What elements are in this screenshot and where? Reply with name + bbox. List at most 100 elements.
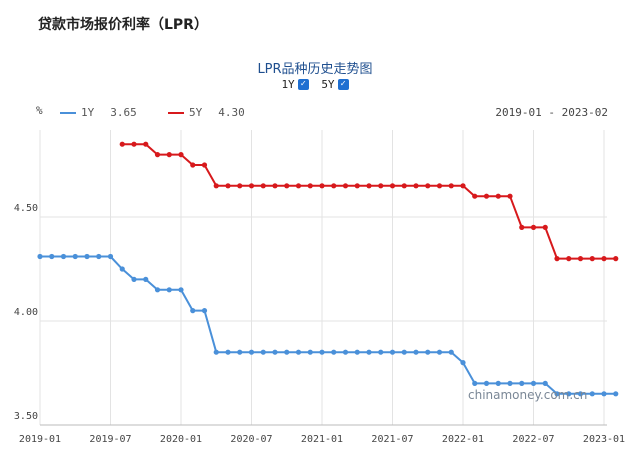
data-point-5y[interactable] — [401, 183, 407, 189]
legend-5y-swatch — [168, 111, 184, 114]
data-point-5y[interactable] — [190, 162, 196, 168]
data-point-1y[interactable] — [84, 253, 90, 260]
data-point-1y[interactable] — [448, 349, 454, 355]
data-point-1y[interactable] — [542, 380, 548, 386]
data-point-5y[interactable] — [472, 193, 478, 199]
data-point-5y[interactable] — [342, 183, 349, 189]
data-point-1y[interactable] — [272, 349, 278, 355]
data-point-5y[interactable] — [225, 183, 231, 189]
data-point-1y[interactable] — [72, 253, 78, 260]
toggle-1y[interactable]: 1Y ✓ — [281, 78, 309, 91]
data-point-5y[interactable] — [507, 193, 513, 199]
data-point-1y[interactable] — [378, 349, 384, 355]
data-point-1y[interactable] — [96, 253, 102, 260]
checkbox-checked-icon[interactable]: ✓ — [297, 79, 309, 90]
data-point-5y[interactable] — [601, 256, 607, 262]
data-point-5y[interactable] — [436, 183, 443, 189]
data-point-1y[interactable] — [519, 380, 525, 386]
data-point-5y[interactable] — [613, 256, 619, 262]
data-point-1y[interactable] — [143, 276, 149, 282]
data-point-1y[interactable] — [190, 308, 196, 314]
data-point-1y[interactable] — [154, 287, 161, 293]
data-point-1y[interactable] — [213, 349, 219, 355]
data-point-5y[interactable] — [366, 183, 372, 189]
data-point-1y[interactable] — [201, 308, 208, 314]
data-point-1y[interactable] — [436, 349, 443, 355]
data-point-5y[interactable] — [119, 141, 125, 147]
legend-1y[interactable]: 1Y 3.65 — [60, 106, 137, 119]
data-point-5y[interactable] — [143, 141, 149, 147]
data-point-5y[interactable] — [389, 183, 396, 189]
data-point-5y[interactable] — [460, 183, 466, 189]
data-point-5y[interactable] — [378, 183, 384, 189]
data-point-5y[interactable] — [530, 224, 537, 230]
data-point-5y[interactable] — [307, 183, 313, 189]
data-point-5y[interactable] — [213, 183, 219, 189]
data-point-1y[interactable] — [601, 391, 607, 397]
data-point-1y[interactable] — [331, 349, 337, 355]
data-point-5y[interactable] — [425, 183, 431, 189]
data-point-1y[interactable] — [260, 349, 266, 355]
legend-5y[interactable]: 5Y 4.30 — [168, 106, 245, 119]
data-point-1y[interactable] — [107, 253, 114, 260]
data-point-1y[interactable] — [37, 253, 43, 260]
data-point-1y[interactable] — [49, 253, 55, 260]
data-point-1y[interactable] — [354, 349, 360, 355]
data-point-5y[interactable] — [483, 193, 490, 199]
data-point-5y[interactable] — [295, 183, 302, 189]
data-point-1y[interactable] — [413, 349, 419, 355]
data-point-5y[interactable] — [542, 224, 548, 230]
data-point-1y[interactable] — [425, 349, 431, 355]
data-point-5y[interactable] — [154, 152, 161, 158]
data-point-5y[interactable] — [166, 152, 172, 158]
data-point-1y[interactable] — [401, 349, 407, 355]
data-point-5y[interactable] — [331, 183, 337, 189]
data-point-1y[interactable] — [389, 349, 396, 355]
data-point-1y[interactable] — [530, 380, 537, 386]
data-point-5y[interactable] — [495, 193, 501, 199]
data-point-1y[interactable] — [225, 349, 231, 355]
data-point-5y[interactable] — [248, 183, 255, 189]
data-point-5y[interactable] — [519, 224, 525, 230]
data-point-1y[interactable] — [319, 349, 325, 355]
data-point-5y[interactable] — [319, 183, 325, 189]
data-point-5y[interactable] — [577, 256, 584, 262]
data-point-1y[interactable] — [237, 349, 243, 355]
data-point-5y[interactable] — [554, 256, 560, 262]
data-point-1y[interactable] — [472, 380, 478, 386]
data-point-5y[interactable] — [260, 183, 266, 189]
data-point-1y[interactable] — [554, 391, 560, 397]
data-point-5y[interactable] — [589, 256, 595, 262]
data-point-1y[interactable] — [342, 349, 349, 355]
data-point-1y[interactable] — [566, 391, 572, 397]
data-point-1y[interactable] — [507, 380, 513, 386]
data-point-1y[interactable] — [483, 380, 490, 386]
toggle-5y[interactable]: 5Y ✓ — [321, 78, 349, 91]
data-point-5y[interactable] — [178, 152, 184, 158]
data-point-1y[interactable] — [131, 276, 137, 282]
data-point-1y[interactable] — [495, 380, 501, 386]
data-point-5y[interactable] — [566, 256, 572, 262]
data-point-1y[interactable] — [613, 391, 619, 397]
checkbox-checked-icon[interactable]: ✓ — [337, 79, 349, 90]
data-point-1y[interactable] — [295, 349, 302, 355]
data-point-5y[interactable] — [201, 162, 208, 168]
data-point-5y[interactable] — [237, 183, 243, 189]
data-point-1y[interactable] — [178, 287, 184, 293]
data-point-5y[interactable] — [448, 183, 454, 189]
data-point-1y[interactable] — [284, 349, 290, 355]
data-point-1y[interactable] — [60, 253, 67, 260]
data-point-5y[interactable] — [354, 183, 360, 189]
data-point-1y[interactable] — [166, 287, 172, 293]
data-point-1y[interactable] — [248, 349, 255, 355]
data-point-5y[interactable] — [131, 141, 137, 147]
data-point-5y[interactable] — [284, 183, 290, 189]
data-point-1y[interactable] — [577, 391, 584, 397]
data-point-1y[interactable] — [589, 391, 595, 397]
data-point-1y[interactable] — [307, 349, 313, 355]
data-point-1y[interactable] — [460, 360, 466, 366]
data-point-5y[interactable] — [413, 183, 419, 189]
data-point-1y[interactable] — [119, 266, 125, 272]
data-point-5y[interactable] — [272, 183, 278, 189]
data-point-1y[interactable] — [366, 349, 372, 355]
